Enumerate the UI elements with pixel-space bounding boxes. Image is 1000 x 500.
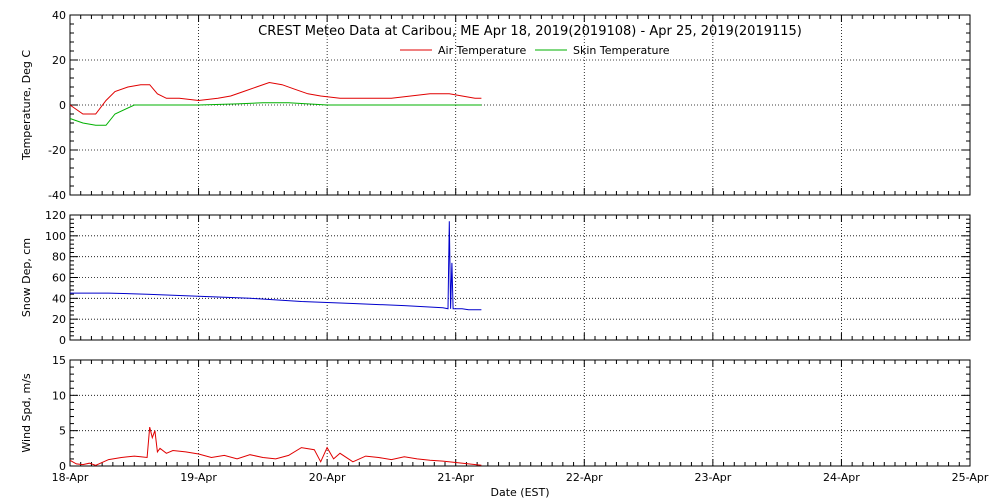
y-tick-label: 0 xyxy=(59,334,66,347)
legend-label: Air Temperature xyxy=(438,44,527,57)
y-axis-label: Snow Dep, cm xyxy=(20,238,33,317)
y-axis-label: Wind Spd, m/s xyxy=(20,373,33,453)
y-tick-label: 10 xyxy=(52,389,66,402)
y-tick-label: 100 xyxy=(45,230,66,243)
plot-layer: -40 -20 0 20 40 Temperature, Deg C Air Tempera… xyxy=(20,9,989,484)
x-tick-label: 21-Apr xyxy=(437,471,474,484)
y-tick-label: 0 xyxy=(59,99,66,112)
series-line xyxy=(69,102,482,126)
series-line xyxy=(69,426,482,466)
series-line xyxy=(69,81,482,115)
x-tick-label: 19-Apr xyxy=(180,471,217,484)
y-tick-label: 60 xyxy=(52,272,66,285)
y-tick-label: -20 xyxy=(48,144,66,157)
x-tick-label: 20-Apr xyxy=(309,471,346,484)
y-tick-label: 120 xyxy=(45,209,66,222)
y-tick-label: -40 xyxy=(48,189,66,202)
x-tick-label: 24-Apr xyxy=(823,471,860,484)
y-tick-label: 40 xyxy=(52,292,66,305)
y-axis-label: Temperature, Deg C xyxy=(20,50,33,161)
x-tick-label: 23-Apr xyxy=(694,471,731,484)
y-tick-label: 40 xyxy=(52,9,66,22)
plot-frame xyxy=(69,359,971,467)
panel-2: 0 5 10 15 Wind Spd, m/s xyxy=(20,354,971,473)
panel-0: -40 -20 0 20 40 Temperature, Deg C Air Tempera… xyxy=(20,9,971,202)
x-tick-label: 22-Apr xyxy=(566,471,603,484)
legend-label: Skin Temperature xyxy=(573,44,670,57)
x-axis-label: Date (EST) xyxy=(490,486,549,499)
chart-title: CREST Meteo Data at Caribou, ME Apr 18, … xyxy=(258,24,802,39)
series-line xyxy=(70,221,482,311)
y-tick-label: 80 xyxy=(52,251,66,264)
y-tick-label: 20 xyxy=(52,54,66,67)
x-tick-label: 18-Apr xyxy=(52,471,89,484)
y-tick-label: 0 xyxy=(59,460,66,473)
x-tick-label: 25-Apr xyxy=(952,471,989,484)
y-tick-label: 20 xyxy=(52,313,66,326)
y-tick-label: 5 xyxy=(59,425,66,438)
panel-1: 0 20 40 60 80 100 120 Snow Dep, cm xyxy=(20,209,971,347)
y-tick-label: 15 xyxy=(52,354,66,367)
